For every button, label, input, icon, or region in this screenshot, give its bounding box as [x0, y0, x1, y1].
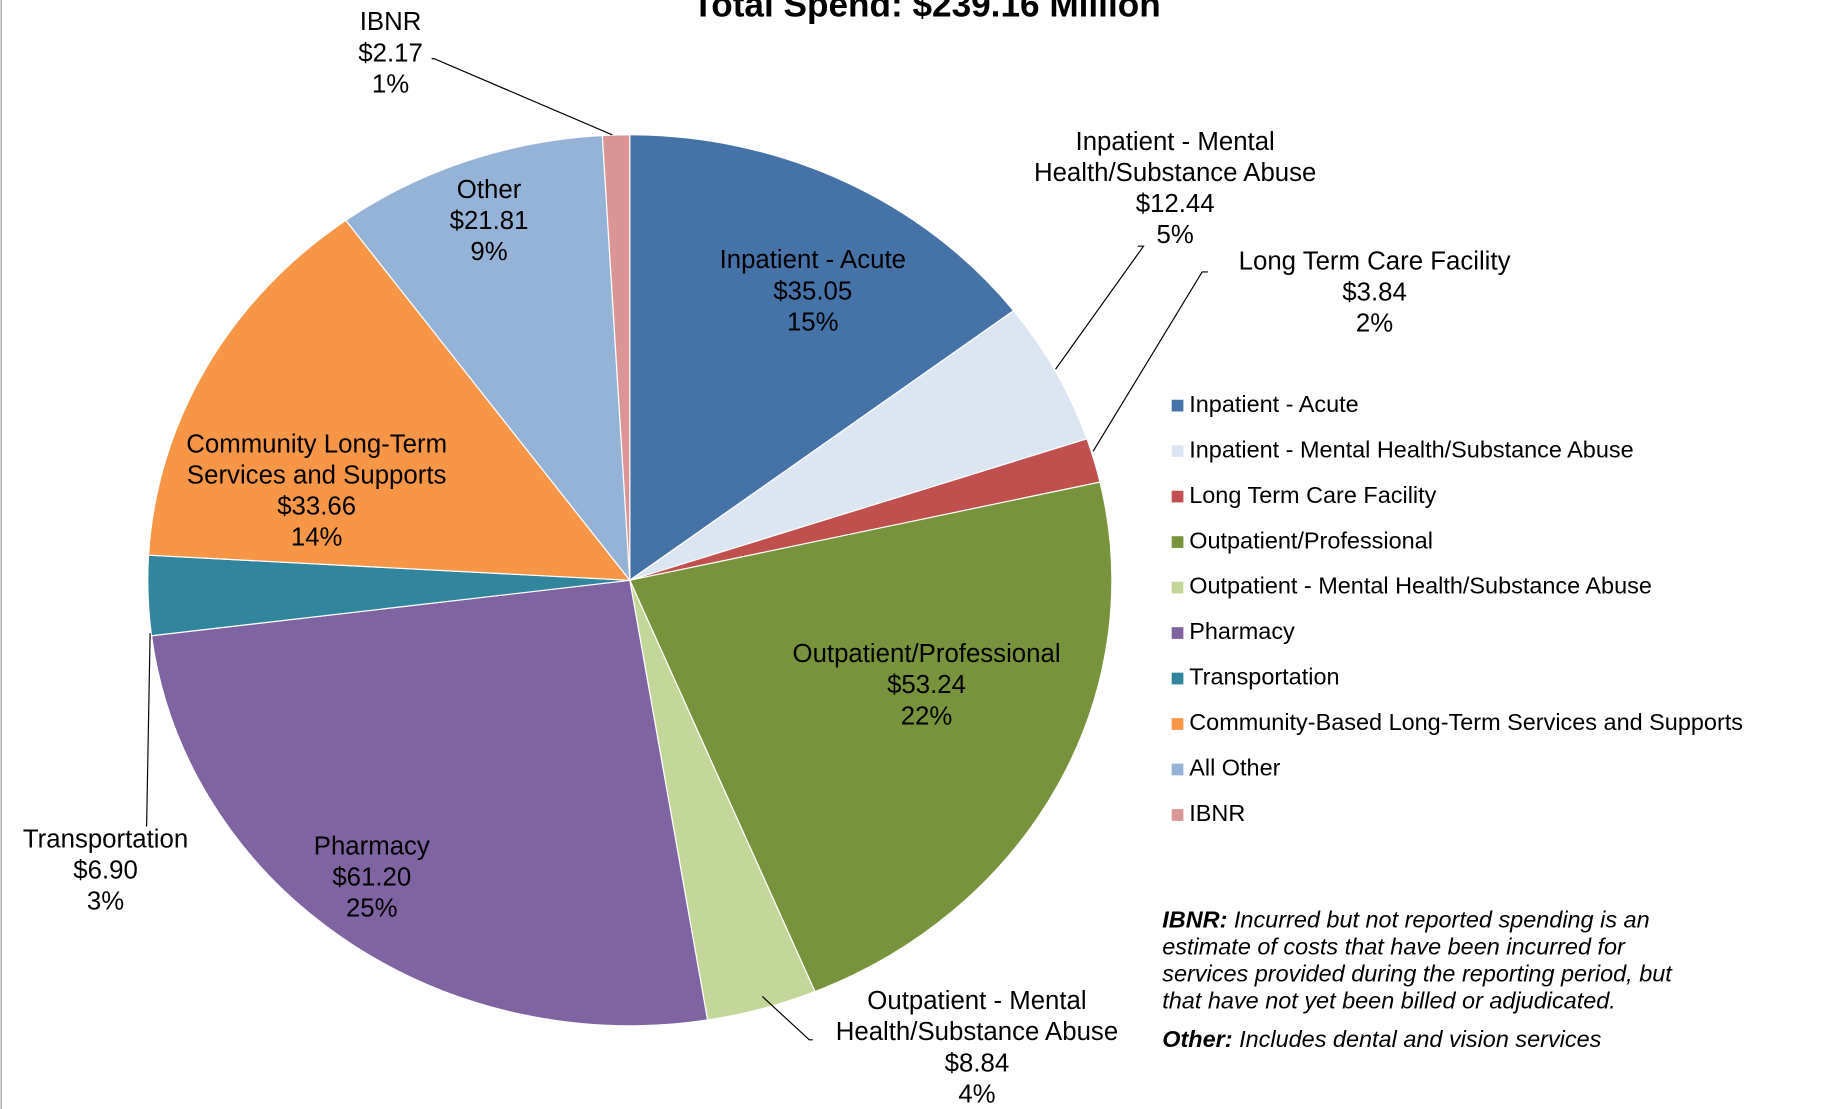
legend-label: Inpatient - Acute: [1189, 391, 1358, 417]
leader-line: [146, 633, 151, 827]
note-line: that have not yet been billed or adjudic…: [1162, 988, 1616, 1014]
note-text: Incurred but not reported spending is an: [1227, 907, 1649, 933]
legend-swatch: [1171, 672, 1184, 685]
slice-label-name: Inpatient - Mental: [1076, 128, 1275, 156]
leader-line: [1092, 271, 1209, 452]
slice-percent-label: 3%: [87, 887, 124, 915]
legend-label: Outpatient - Mental Health/Substance Abu…: [1189, 573, 1652, 599]
slice-label-name: Health/Substance Abuse: [1034, 159, 1316, 187]
slice-label-name: Pharmacy: [314, 832, 430, 860]
slice-percent-label: 15%: [787, 308, 839, 336]
slice-label-name: Outpatient/Professional: [793, 640, 1061, 668]
slice-label-name: Long Term Care Facility: [1239, 247, 1511, 275]
slice-value-label: $21.81: [450, 207, 529, 235]
legend-label: Pharmacy: [1189, 618, 1295, 644]
legend-label: Long Term Care Facility: [1189, 482, 1436, 508]
slice-value-label: $61.20: [332, 863, 411, 891]
slice-label-name: Outpatient - Mental: [867, 987, 1086, 1015]
legend-swatch: [1171, 536, 1184, 548]
slice-label-name: IBNR: [360, 8, 422, 36]
slice-value-label: $6.90: [73, 856, 138, 884]
legend-label: Community-Based Long-Term Services and S…: [1189, 709, 1743, 735]
slice-value-label: $2.17: [358, 39, 423, 67]
note-text: Includes dental and vision services: [1233, 1026, 1602, 1052]
chart-title: Total Spend: $239.16 Million: [692, 0, 1160, 24]
slice-label-name: Services and Supports: [187, 461, 446, 489]
legend-label: Transportation: [1189, 664, 1339, 690]
slice-percent-label: 22%: [901, 702, 953, 730]
pie-slice: [147, 219, 632, 581]
slice-percent-label: 14%: [291, 523, 343, 551]
note-label: Other:: [1162, 1026, 1232, 1052]
slice-label-name: Inpatient - Acute: [720, 246, 906, 274]
pie-slice: [629, 309, 1088, 581]
slice-label-name: Transportation: [23, 825, 188, 853]
legend-label: Outpatient/Professional: [1189, 527, 1433, 553]
legend-swatch: [1171, 581, 1184, 594]
pie-slice: [628, 481, 1113, 993]
legend-swatch: [1171, 399, 1184, 412]
slice-value-label: $8.84: [945, 1049, 1010, 1077]
note-line: Other: Includes dental and vision servic…: [1162, 1026, 1601, 1052]
note-text: that have not yet been billed or adjudic…: [1162, 988, 1616, 1014]
slice-value-label: $35.05: [773, 277, 852, 305]
legend-label: Inpatient - Mental Health/Substance Abus…: [1189, 436, 1633, 462]
pie-slice: [344, 134, 631, 583]
legend-swatch: [1171, 445, 1184, 457]
slice-label-name: Other: [457, 176, 522, 204]
leader-line: [1055, 245, 1145, 370]
pie-slice: [601, 134, 631, 581]
legend-swatch: [1171, 718, 1184, 730]
leader-line: [431, 58, 613, 136]
legend-swatch: [1171, 490, 1184, 503]
legend-label: All Other: [1189, 755, 1280, 781]
legend-swatch: [1171, 627, 1184, 639]
slice-percent-label: 5%: [1157, 221, 1194, 249]
slice-percent-label: 25%: [346, 895, 398, 923]
slice-label-name: Community Long-Term: [186, 430, 447, 458]
slice-percent-label: 2%: [1356, 310, 1393, 338]
slice-percent-label: 4%: [958, 1080, 995, 1108]
note-line: services provided during the reporting p…: [1162, 961, 1673, 987]
note-line: IBNR: Incurred but not reported spending…: [1162, 907, 1649, 933]
note-text: services provided during the reporting p…: [1162, 961, 1673, 987]
slice-percent-label: 1%: [372, 70, 409, 98]
slice-value-label: $33.66: [277, 492, 356, 520]
slice-value-label: $12.44: [1136, 190, 1215, 218]
note-label: IBNR:: [1162, 907, 1227, 933]
slice-label-name: Health/Substance Abuse: [836, 1018, 1118, 1046]
leader-line: [761, 996, 813, 1041]
legend-swatch: [1171, 809, 1184, 821]
slice-value-label: $3.84: [1342, 278, 1407, 306]
slice-percent-label: 9%: [470, 238, 507, 266]
legend-label: IBNR: [1189, 800, 1245, 826]
note-text: estimate of costs that have been incurre…: [1162, 934, 1626, 960]
slice-value-label: $53.24: [887, 671, 966, 699]
pie-slice: [629, 134, 1015, 582]
note-line: estimate of costs that have been incurre…: [1162, 934, 1626, 960]
pie-slice: [150, 579, 709, 1027]
legend-swatch: [1171, 763, 1184, 776]
